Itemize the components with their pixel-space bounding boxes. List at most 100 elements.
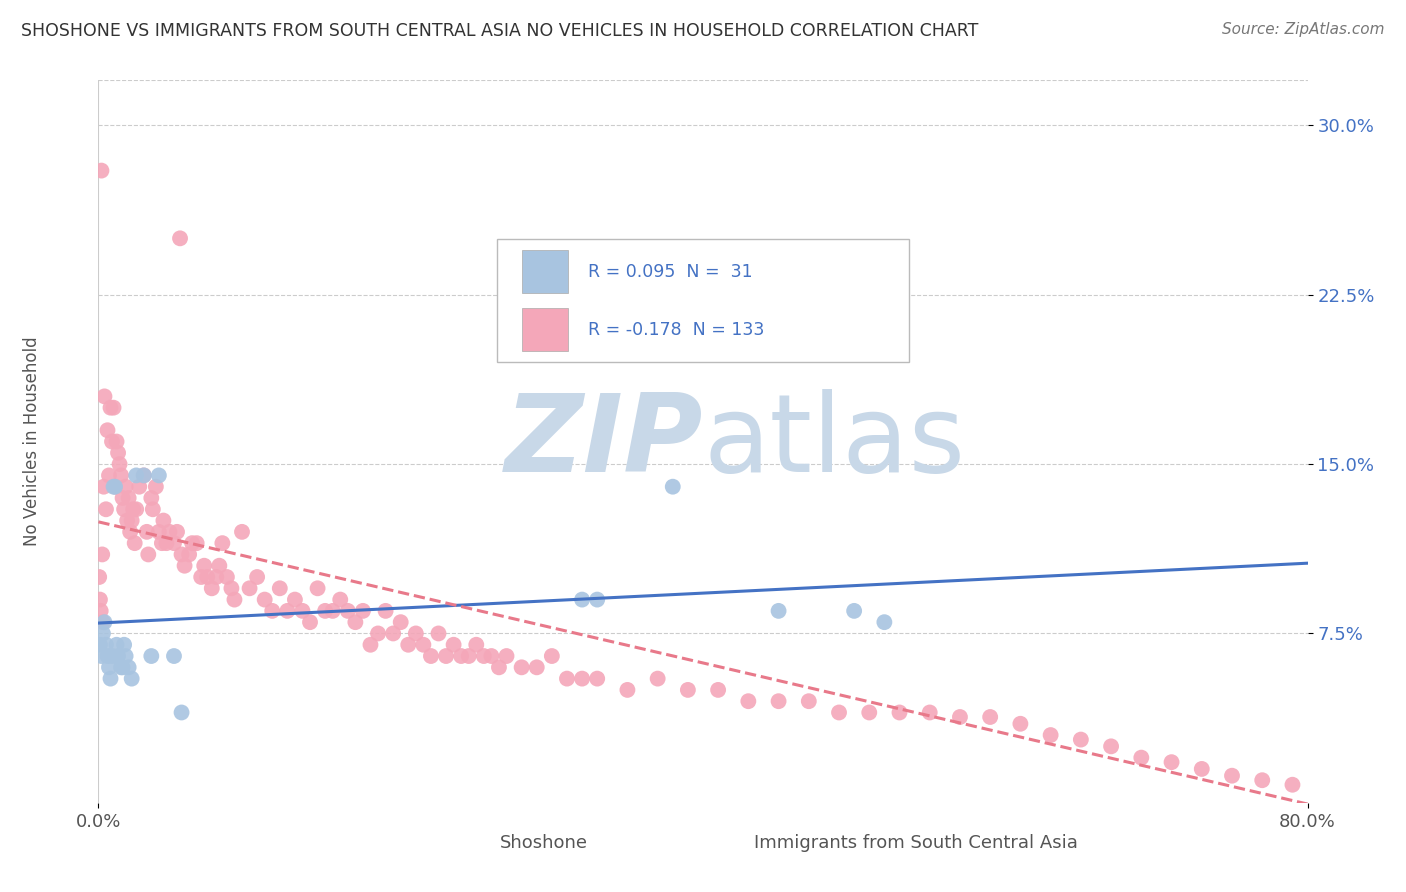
Point (481, 648, 503, 663)
Point (224, 592, 246, 607)
FancyBboxPatch shape (522, 308, 568, 351)
Point (163, 648, 186, 663)
Point (510, 660, 533, 674)
Point (132, 468, 155, 483)
Point (107, 446, 129, 460)
Point (159, 524, 181, 539)
Text: R = 0.095  N =  31: R = 0.095 N = 31 (588, 263, 752, 281)
Point (150, 536, 173, 550)
Point (1039, 728, 1062, 742)
Point (1099, 739, 1122, 754)
Point (152, 514, 174, 528)
Point (170, 548, 193, 562)
Point (90, 648, 112, 663)
Point (205, 570, 228, 584)
Point (389, 615, 412, 630)
Text: R = -0.178  N = 133: R = -0.178 N = 133 (588, 320, 765, 339)
Point (246, 570, 269, 584)
Point (181, 536, 204, 550)
Point (100, 672, 122, 686)
Point (329, 592, 352, 607)
Point (844, 604, 866, 618)
Point (104, 480, 127, 494)
Point (121, 514, 143, 528)
Point (105, 638, 128, 652)
Point (616, 682, 638, 697)
Point (101, 648, 124, 663)
Point (768, 694, 790, 708)
Point (1372, 787, 1395, 801)
Point (382, 626, 405, 640)
Point (918, 706, 941, 720)
Point (457, 648, 479, 663)
Point (111, 491, 134, 505)
Point (420, 648, 443, 663)
Point (1010, 716, 1032, 731)
Point (148, 468, 170, 483)
Point (201, 582, 224, 596)
Point (120, 524, 142, 539)
Point (93, 615, 115, 630)
Point (155, 536, 177, 550)
Point (208, 558, 231, 573)
Point (427, 626, 450, 640)
Point (1402, 789, 1406, 803)
Point (110, 468, 132, 483)
Point (322, 604, 344, 618)
Point (352, 604, 374, 618)
Point (873, 615, 896, 630)
Point (169, 231, 191, 245)
Point (239, 582, 262, 596)
Point (96, 423, 118, 437)
Point (91, 615, 114, 630)
Text: SHOSHONE VS IMMIGRANTS FROM SOUTH CENTRAL ASIA NO VEHICLES IN HOUSEHOLD CORRELAT: SHOSHONE VS IMMIGRANTS FROM SOUTH CENTRA… (21, 22, 979, 40)
Point (1191, 762, 1213, 776)
Point (307, 582, 329, 596)
Point (195, 570, 218, 584)
Point (96, 648, 118, 663)
Point (450, 648, 472, 663)
Point (412, 638, 434, 652)
Point (94, 502, 117, 516)
Text: atlas: atlas (703, 389, 965, 494)
Point (112, 638, 135, 652)
Point (299, 615, 322, 630)
Text: Shoshone: Shoshone (501, 834, 588, 852)
Point (108, 457, 131, 471)
Point (1312, 782, 1334, 797)
Point (93, 480, 115, 494)
Point (91, 548, 114, 562)
Point (526, 660, 548, 674)
Point (122, 502, 145, 516)
Point (1220, 769, 1243, 783)
Point (166, 524, 188, 539)
Point (163, 536, 186, 550)
Point (336, 604, 359, 618)
Point (571, 592, 593, 607)
Point (661, 480, 683, 494)
Point (89, 592, 111, 607)
Point (586, 672, 609, 686)
Text: Immigrants from South Central Asia: Immigrants from South Central Asia (754, 834, 1077, 852)
Point (100, 401, 122, 415)
Point (104, 480, 127, 494)
Point (173, 558, 195, 573)
Point (979, 710, 1001, 724)
Point (231, 524, 253, 539)
Point (443, 638, 465, 652)
Point (540, 648, 562, 663)
Point (132, 468, 155, 483)
Point (90, 604, 112, 618)
Point (396, 638, 419, 652)
Point (434, 648, 457, 663)
Point (179, 548, 201, 562)
Point (1251, 773, 1274, 788)
Point (647, 672, 669, 686)
Point (949, 710, 972, 724)
Point (89, 638, 111, 652)
Point (145, 480, 167, 494)
Point (148, 524, 170, 539)
Point (262, 604, 284, 618)
Point (555, 672, 578, 686)
Point (797, 694, 820, 708)
